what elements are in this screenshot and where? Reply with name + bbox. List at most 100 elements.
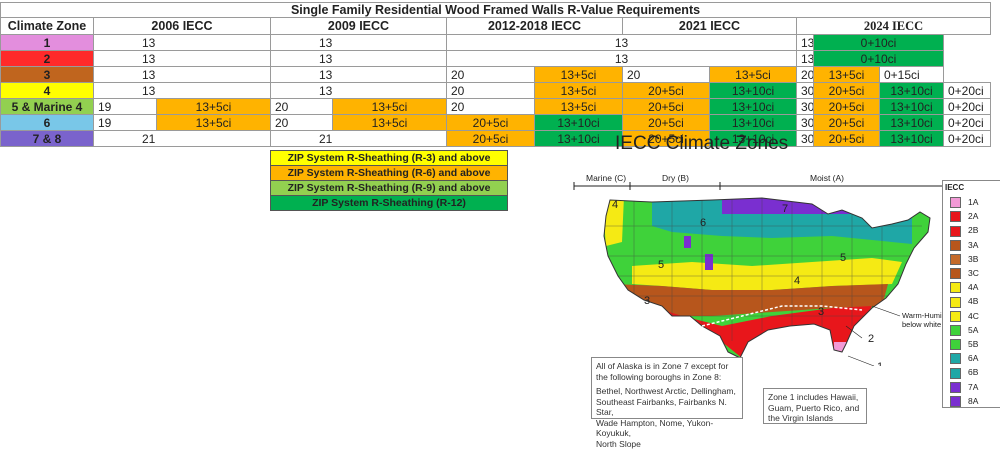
r-value-cell: 0+20ci: [944, 83, 991, 99]
zone-swatch: [950, 311, 961, 322]
zone-swatch: [950, 211, 961, 222]
zone-legend-item: 6A: [950, 353, 978, 364]
r-value-cell: 13: [94, 35, 271, 51]
zone-label: 1A: [968, 197, 978, 207]
r-value-cell: 30: [797, 131, 814, 147]
zone-label: 3A: [968, 240, 978, 250]
zone-label: 4C: [968, 311, 979, 321]
alaska-note-line: North Slope: [596, 439, 738, 449]
r-value-cell: 13+10ci: [710, 115, 797, 131]
zone-number-6: 6: [700, 217, 706, 229]
r-value-cell: 20+5ci: [814, 131, 880, 147]
warm-humid-sublabel: below white line: [902, 320, 942, 329]
zone-swatch: [950, 297, 961, 308]
header-2009: 2009 IECC: [271, 18, 447, 35]
header-climate-zone: Climate Zone: [1, 18, 94, 35]
zone-label: 6A: [968, 353, 978, 363]
region-dry: Dry (B): [662, 173, 689, 183]
zone-swatch: [950, 240, 961, 251]
r-value-cell: 30: [797, 83, 814, 99]
r-value-cell: 13+5ci: [710, 67, 797, 83]
zone-number-4b: 4: [794, 275, 800, 287]
zone-legend-item: 2A: [950, 211, 978, 222]
zone-cell: 7 & 8: [1, 131, 94, 147]
zone-cell: 1: [1, 35, 94, 51]
zone-legend-item: 4A: [950, 282, 978, 293]
zone-number-3: 3: [644, 295, 650, 307]
climate-zone-map: Marine (C) Dry (B) Moist (A) 4 6 7: [572, 166, 942, 366]
r-value-cell: 13: [271, 51, 447, 67]
region-marine: Marine (C): [586, 173, 626, 183]
r-value-cell: 13: [797, 51, 814, 67]
zone-legend-item: 6B: [950, 367, 978, 378]
zone-fills: [572, 166, 942, 366]
zone-cell: 6: [1, 115, 94, 131]
zone-number-5: 5: [658, 259, 664, 271]
zone-legend-item: 2B: [950, 225, 978, 236]
zone-label: 7A: [968, 382, 978, 392]
r-value-cell: 13+10ci: [535, 131, 623, 147]
r-value-cell: 21: [94, 131, 271, 147]
zone-swatch: [950, 282, 961, 293]
zone-label: 3B: [968, 254, 978, 264]
r-value-cell: 13: [94, 51, 271, 67]
zone-swatch: [950, 368, 961, 379]
r-value-cell: 13+5ci: [333, 99, 447, 115]
zone-cell: 4: [1, 83, 94, 99]
zone1-note: Zone 1 includes Hawaii, Guam, Puerto Ric…: [763, 388, 867, 424]
zone-number-4: 4: [612, 199, 618, 211]
alaska-note-line: Wade Hampton, Nome, Yukon-Koyukuk,: [596, 418, 738, 439]
zone-label: 4A: [968, 282, 978, 292]
zone-swatch: [950, 396, 961, 407]
r-value-cell: 0+20ci: [944, 131, 991, 147]
zone-number-2: 2: [868, 333, 874, 345]
r-value-cell: 30: [797, 99, 814, 115]
zone-legend-item: 4C: [950, 311, 979, 322]
zone-swatch: [950, 268, 961, 279]
zone-label: 8A: [968, 396, 978, 406]
zone-legend-item: 5B: [950, 339, 978, 350]
r-value-cell: 21: [271, 131, 447, 147]
r-value-cell: 20+5ci: [623, 115, 710, 131]
warm-humid-label: Warm-Humid: [902, 311, 942, 320]
r-value-cell: 13+10ci: [880, 115, 944, 131]
r-value-cell: 19: [94, 99, 157, 115]
r-value-cell: 13+5ci: [535, 83, 623, 99]
r-value-cell: 13+5ci: [814, 67, 880, 83]
table-title: Single Family Residential Wood Framed Wa…: [1, 3, 991, 18]
r-value-cell: 0+20ci: [944, 115, 991, 131]
zone1-note-line: Zone 1 includes Hawaii,: [768, 392, 862, 403]
zone-cell: 5 & Marine 4: [1, 99, 94, 115]
map-title: IECC Climate Zones: [615, 133, 788, 155]
zone-number-5b: 5: [840, 252, 846, 264]
zone-number-1: 1: [877, 361, 883, 366]
r-value-cell: 0+20ci: [944, 99, 991, 115]
alaska-note-line: All of Alaska is in Zone 7 except for: [596, 361, 738, 372]
legend-item: ZIP System R-Sheathing (R-3) and above: [270, 150, 508, 166]
r-value-cell: 13+5ci: [157, 115, 271, 131]
header-2024: 2024 IECC: [797, 18, 991, 35]
r-value-cell: 20: [447, 83, 535, 99]
r-value-cell: 13+10ci: [710, 83, 797, 99]
r-value-cell: 13: [94, 67, 271, 83]
zone-legend-title: IECC: [945, 183, 964, 192]
r-value-cell: 0+10ci: [814, 35, 944, 51]
alaska-note-line: the following boroughs in Zone 8:: [596, 372, 738, 383]
zone-swatch: [950, 197, 961, 208]
zone-swatch: [950, 254, 961, 265]
r-value-cell: 13+5ci: [535, 99, 623, 115]
zone-legend-item: 3A: [950, 240, 978, 251]
legend-item: ZIP System R-Sheathing (R-9) and above: [270, 180, 508, 196]
zone-label: 5A: [968, 325, 978, 335]
r-value-cell: 13: [797, 35, 814, 51]
r-value-table: Single Family Residential Wood Framed Wa…: [0, 2, 991, 147]
zone-label: 5B: [968, 339, 978, 349]
zone-legend-item: 4B: [950, 296, 978, 307]
zone-legend-item: 8A: [950, 396, 978, 407]
r-value-cell: 13+10ci: [880, 99, 944, 115]
r-value-cell: 13+10ci: [880, 83, 944, 99]
